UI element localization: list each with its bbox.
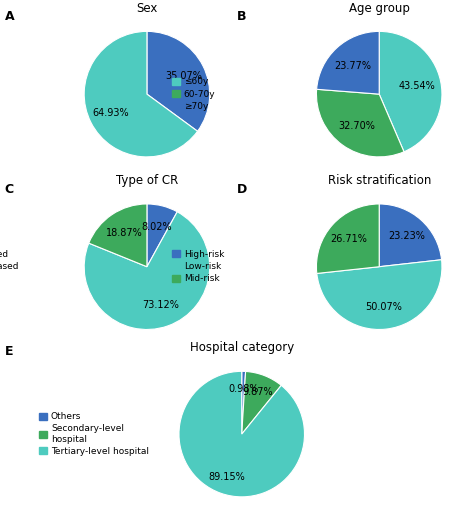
Text: 32.70%: 32.70%	[338, 121, 375, 131]
Text: 23.23%: 23.23%	[388, 231, 425, 241]
Text: 23.77%: 23.77%	[334, 61, 371, 71]
Text: A: A	[5, 10, 14, 24]
Wedge shape	[317, 89, 404, 157]
Text: 89.15%: 89.15%	[208, 472, 245, 482]
Wedge shape	[317, 260, 442, 329]
Wedge shape	[317, 204, 379, 274]
Text: 43.54%: 43.54%	[399, 81, 436, 92]
Text: 64.93%: 64.93%	[92, 108, 129, 118]
Text: B: B	[237, 10, 246, 24]
Text: 18.87%: 18.87%	[106, 228, 143, 238]
Wedge shape	[379, 31, 442, 152]
Text: D: D	[237, 183, 247, 196]
Text: C: C	[5, 183, 14, 196]
Wedge shape	[379, 204, 442, 267]
Title: Sex: Sex	[136, 2, 158, 15]
Title: Age group: Age group	[349, 2, 410, 15]
Text: 50.07%: 50.07%	[365, 302, 402, 312]
Text: 9.87%: 9.87%	[243, 387, 273, 397]
Text: 35.07%: 35.07%	[165, 71, 202, 81]
Title: Type of CR: Type of CR	[116, 174, 178, 187]
Wedge shape	[147, 204, 177, 267]
Legend: Home-based, Hospital-based, Hybrid: Home-based, Hospital-based, Hybrid	[0, 250, 19, 283]
Legend: Others, Secondary-level
hospital, Tertiary-level hospital: Others, Secondary-level hospital, Tertia…	[39, 412, 149, 456]
Text: 0.98%: 0.98%	[228, 384, 258, 394]
Text: 26.71%: 26.71%	[330, 234, 367, 244]
Wedge shape	[84, 212, 210, 329]
Text: 8.02%: 8.02%	[142, 222, 173, 232]
Wedge shape	[179, 371, 304, 497]
Wedge shape	[89, 204, 147, 267]
Title: Risk stratification: Risk stratification	[328, 174, 431, 187]
Text: 73.12%: 73.12%	[142, 300, 179, 310]
Wedge shape	[84, 31, 198, 157]
Legend: High-risk, Low-risk, Mid-risk: High-risk, Low-risk, Mid-risk	[172, 250, 224, 283]
Text: E: E	[5, 345, 13, 358]
Wedge shape	[147, 31, 210, 131]
Wedge shape	[317, 31, 379, 94]
Wedge shape	[242, 371, 246, 434]
Wedge shape	[242, 371, 281, 434]
Title: Hospital category: Hospital category	[190, 342, 294, 355]
Legend: ≤60y, 60-70y, ≥70y: ≤60y, 60-70y, ≥70y	[172, 77, 215, 111]
